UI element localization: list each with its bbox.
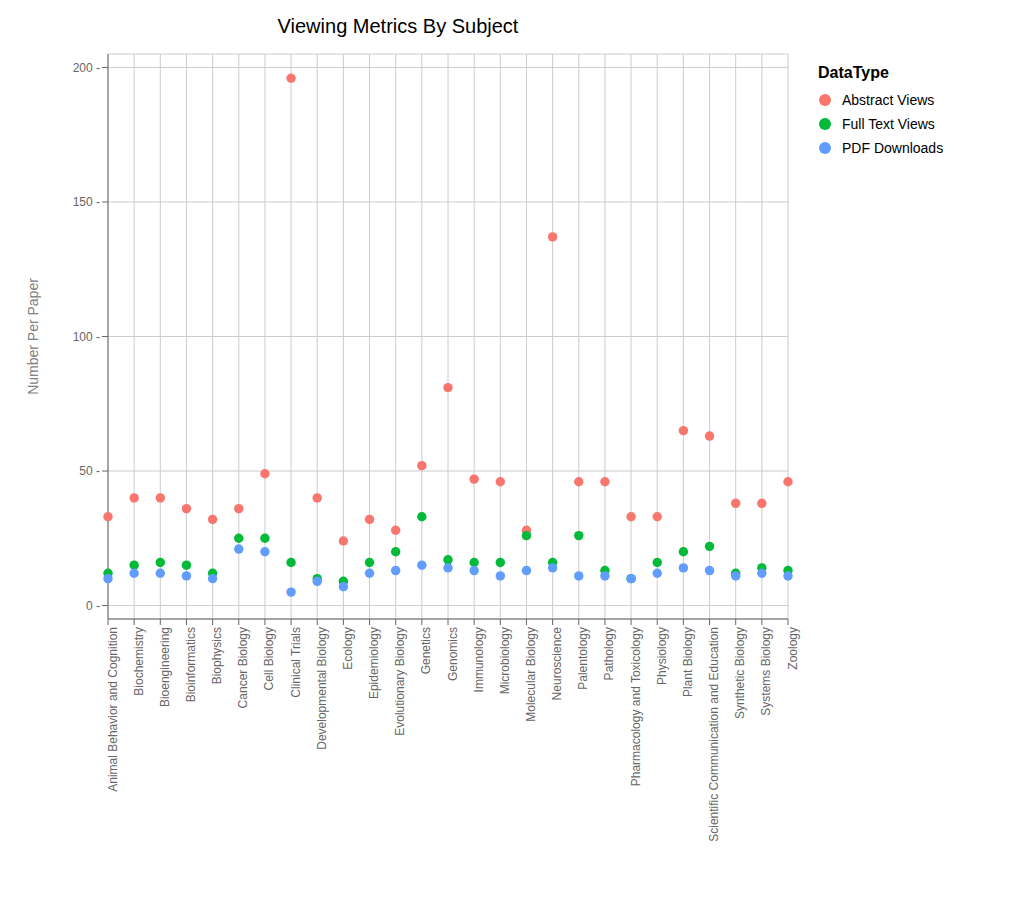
svg-text:Plant Biology: Plant Biology bbox=[681, 627, 695, 697]
svg-text:Animal Behavior and Cognition: Animal Behavior and Cognition bbox=[106, 627, 120, 792]
svg-text:Genetics: Genetics bbox=[419, 627, 433, 674]
svg-text:Zoology: Zoology bbox=[786, 627, 800, 670]
svg-text:Genomics: Genomics bbox=[446, 627, 460, 681]
svg-text:Cell Biology: Cell Biology bbox=[262, 627, 276, 690]
svg-text:Systems Biology: Systems Biology bbox=[759, 627, 773, 716]
svg-text:Immunology: Immunology bbox=[472, 627, 486, 692]
svg-text:Scientific Communication and E: Scientific Communication and Education bbox=[707, 627, 721, 842]
svg-text:Molecular Biology: Molecular Biology bbox=[524, 627, 538, 722]
svg-text:Pharmacology and Toxicology: Pharmacology and Toxicology bbox=[629, 627, 643, 786]
svg-text:Physiology: Physiology bbox=[655, 627, 669, 685]
svg-text:Cancer Biology: Cancer Biology bbox=[236, 627, 250, 708]
svg-text:200 -: 200 - bbox=[73, 61, 100, 75]
svg-text:Developmental Biology: Developmental Biology bbox=[315, 627, 329, 750]
svg-text:Synthetic Biology: Synthetic Biology bbox=[733, 627, 747, 719]
svg-text:100 -: 100 - bbox=[73, 330, 100, 344]
svg-text:Pathology: Pathology bbox=[602, 627, 616, 680]
svg-text:Neuroscience: Neuroscience bbox=[550, 627, 564, 701]
html-text:DataType: DataType bbox=[818, 64, 889, 81]
svg-text:Bioinformatics: Bioinformatics bbox=[184, 627, 198, 702]
html-text:PDF Downloads: PDF Downloads bbox=[842, 140, 944, 156]
svg-text:Epidemiology: Epidemiology bbox=[367, 627, 381, 699]
svg-text:Ecology: Ecology bbox=[341, 627, 355, 670]
svg-text:Bioengineering: Bioengineering bbox=[158, 627, 172, 707]
svg-text:Biochemistry: Biochemistry bbox=[132, 627, 146, 696]
svg-text:Number Per Paper: Number Per Paper bbox=[25, 278, 41, 395]
svg-text:Evolutionary Biology: Evolutionary Biology bbox=[393, 627, 407, 736]
html-text:Abstract Views: Abstract Views bbox=[842, 92, 935, 108]
html-text:Viewing Metrics By Subject: Viewing Metrics By Subject bbox=[277, 15, 519, 37]
svg-text:Palentology: Palentology bbox=[576, 627, 590, 690]
svg-text:0 -: 0 - bbox=[86, 599, 100, 613]
svg-text:Microbiology: Microbiology bbox=[498, 627, 512, 694]
svg-text:Biophysics: Biophysics bbox=[210, 627, 224, 684]
html-text:Full Text Views: Full Text Views bbox=[842, 116, 935, 132]
svg-text:50 -: 50 - bbox=[79, 464, 100, 478]
svg-text:Clinical Trials: Clinical Trials bbox=[289, 627, 303, 698]
svg-text:150 -: 150 - bbox=[73, 195, 100, 209]
